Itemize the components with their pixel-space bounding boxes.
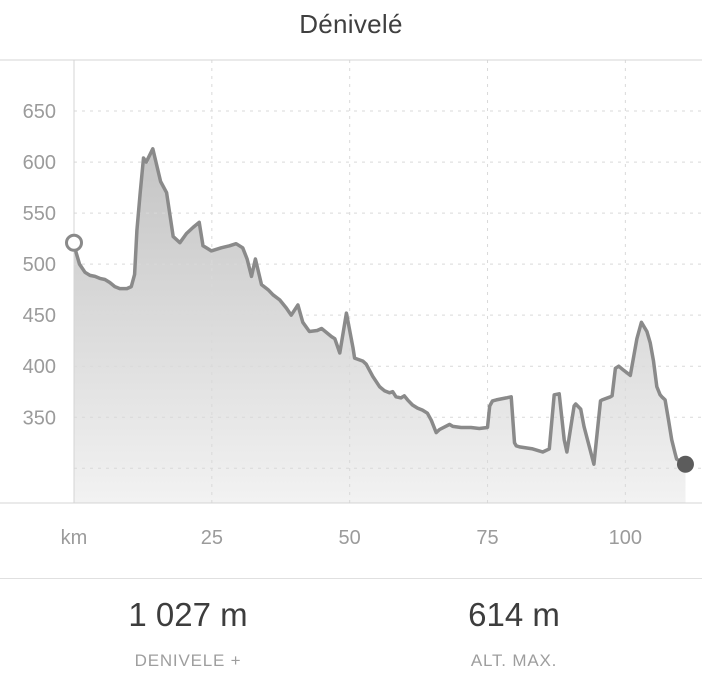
- y-tick-label: 550: [23, 203, 56, 225]
- altitude-max-value: 614 m: [468, 596, 560, 633]
- x-tick-label: 50: [339, 527, 361, 549]
- elevation-gain-value: 1 027 m: [128, 596, 248, 633]
- stat-altitude-max: 614 m ALT. MAX.: [354, 596, 674, 671]
- end-marker: [676, 455, 694, 473]
- x-tick-label: 75: [476, 527, 498, 549]
- y-tick-label: 650: [23, 101, 56, 123]
- stat-elevation-gain: 1 027 m DENIVELE +: [28, 596, 348, 671]
- stats-separator: [0, 578, 702, 579]
- y-tick-label: 350: [23, 407, 56, 429]
- elevation-line: [72, 147, 688, 466]
- y-tick-label: 450: [23, 305, 56, 327]
- elevation-area-fill: [74, 148, 686, 504]
- x-tick-label: 100: [609, 527, 642, 549]
- x-tick-label: km: [61, 527, 88, 549]
- elevation-gain-label: DENIVELE +: [134, 651, 242, 670]
- start-marker: [65, 233, 83, 252]
- altitude-max-label: ALT. MAX.: [470, 651, 558, 670]
- y-tick-label: 500: [23, 254, 56, 276]
- y-tick-label: 600: [23, 152, 56, 174]
- elevation-chart: 650 600 550 500 450 400 350 km 25 50 75 100: [0, 59, 702, 549]
- chart-title: Dénivelé: [299, 9, 403, 39]
- x-tick-label: 25: [201, 527, 223, 549]
- y-tick-label: 400: [23, 356, 56, 378]
